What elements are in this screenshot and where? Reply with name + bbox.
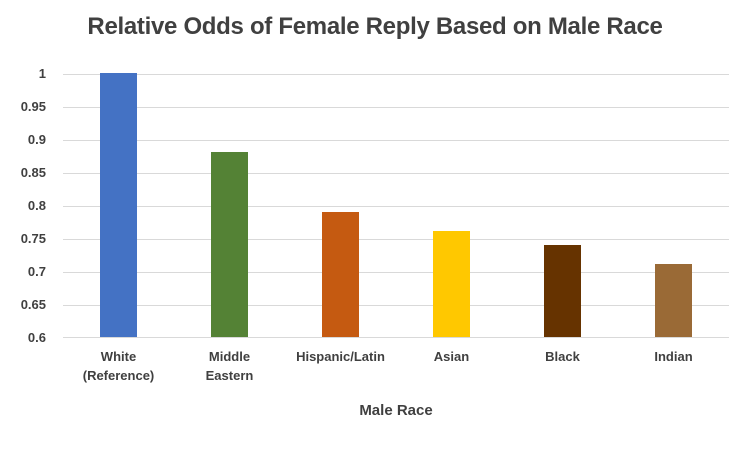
chart-title: Relative Odds of Female Reply Based on M… bbox=[87, 13, 663, 40]
gridline bbox=[63, 305, 729, 306]
gridline bbox=[63, 206, 729, 207]
bar-asian bbox=[433, 231, 470, 337]
y-tick-label: 0.6 bbox=[27, 330, 46, 345]
gridline bbox=[63, 173, 729, 174]
bar-middle-eastern bbox=[211, 152, 248, 337]
y-tick-label: 0.8 bbox=[27, 198, 46, 213]
y-tick-label: 0.75 bbox=[20, 231, 46, 246]
y-tick-label: 0.65 bbox=[20, 297, 46, 312]
x-axis-title: Male Race bbox=[359, 402, 433, 419]
y-tick-label: 0.85 bbox=[20, 165, 46, 180]
x-label-asian: Asian bbox=[433, 349, 470, 364]
bar-black bbox=[544, 244, 581, 337]
gridline bbox=[63, 107, 729, 108]
gridline bbox=[63, 140, 729, 141]
y-tick-label: 0.7 bbox=[27, 264, 46, 279]
x-label-white-reference: White (Reference) bbox=[82, 349, 155, 383]
x-label-black: Black bbox=[545, 349, 580, 364]
y-tick-label: 0.95 bbox=[20, 99, 46, 114]
bar-white-reference bbox=[100, 73, 137, 337]
gridline bbox=[63, 272, 729, 273]
x-label-middle-eastern: Middle Eastern bbox=[205, 349, 254, 383]
gridline bbox=[63, 74, 729, 75]
bar-hispanic-latin bbox=[322, 211, 359, 337]
y-axis: 1 0.95 0.9 0.85 0.8 0.75 0.7 0.65 0.6 bbox=[0, 66, 46, 345]
plot-area bbox=[63, 73, 729, 338]
y-tick-label: 1 bbox=[38, 66, 46, 81]
y-tick-label: 0.9 bbox=[27, 132, 46, 147]
x-label-indian: Indian bbox=[654, 349, 693, 364]
x-axis: White (Reference) Middle Eastern Hispanic/La… bbox=[63, 347, 729, 389]
bar-indian bbox=[655, 264, 692, 337]
x-label-hispanic-latin: Hispanic/Latin bbox=[296, 349, 385, 364]
gridline bbox=[63, 239, 729, 240]
